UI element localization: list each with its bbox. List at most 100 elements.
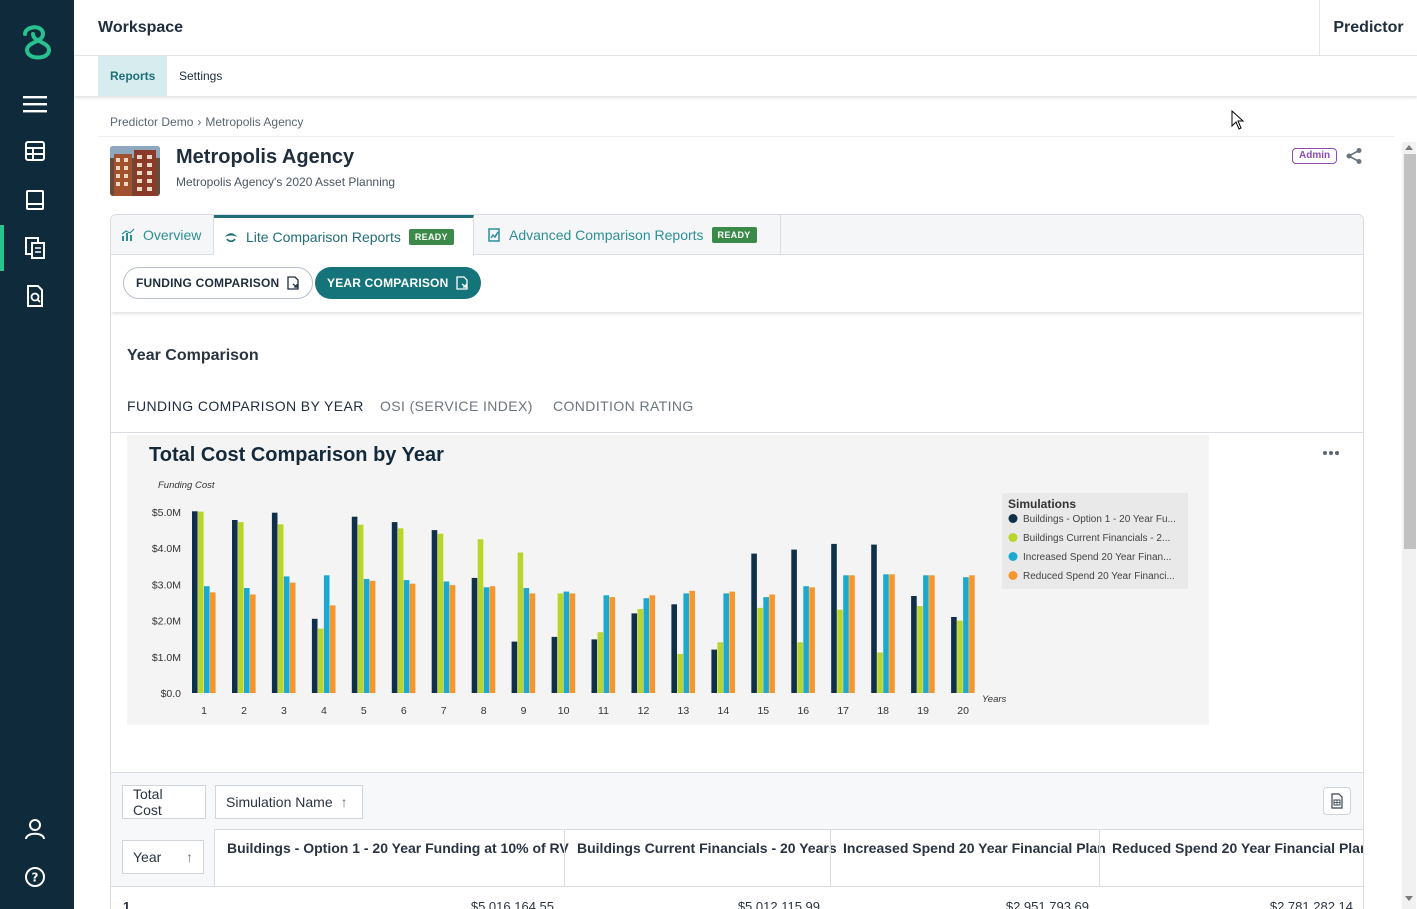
- bar-3: [763, 597, 769, 693]
- bar-2: [357, 524, 364, 693]
- subtab-osi[interactable]: OSI (SERVICE INDEX): [380, 398, 533, 414]
- report-type-bar: FUNDING COMPARISON YEAR COMPARISON: [111, 255, 1363, 312]
- database-icon[interactable]: [22, 138, 48, 164]
- menu-icon[interactable]: [22, 91, 48, 117]
- table-row[interactable]: 1 $5,016,164.55 $5,012,115.99 $2,951,793…: [111, 886, 1363, 909]
- scroll-thumb[interactable]: [1404, 154, 1416, 549]
- agency-thumbnail: [110, 146, 160, 196]
- report-search-icon[interactable]: [22, 283, 48, 309]
- x-tick-label: 20: [957, 705, 969, 717]
- tab-overview[interactable]: Overview: [111, 215, 214, 255]
- x-tick-label: 14: [718, 705, 730, 717]
- bar-1: [232, 520, 238, 693]
- y-tick-label: $1.0M: [152, 652, 181, 664]
- x-tick-label: 17: [837, 705, 849, 717]
- bar-3: [643, 598, 650, 693]
- bar-2: [437, 533, 444, 693]
- excel-export-button[interactable]: [1323, 787, 1351, 815]
- section-title: Year Comparison: [127, 347, 259, 364]
- svg-text:?: ?: [32, 871, 39, 885]
- top-header: Workspace Predictor: [74, 0, 1417, 56]
- bar-2: [597, 632, 604, 693]
- bar-4: [649, 595, 656, 693]
- legend-marker: [1008, 571, 1018, 580]
- excel-export-icon: [1331, 793, 1343, 809]
- logo-icon[interactable]: [19, 22, 55, 62]
- sub-navigation: Reports Settings: [74, 56, 1417, 96]
- legend-entry: Buildings - Option 1 - 20 Year Fu...: [1023, 514, 1176, 525]
- bar-4: [329, 605, 336, 693]
- x-tick-label: 6: [401, 705, 407, 717]
- mouse-cursor: [1231, 110, 1245, 130]
- bar-3: [483, 587, 490, 693]
- bar-1: [471, 577, 478, 693]
- bar-4: [210, 592, 216, 693]
- bar-2: [477, 539, 484, 693]
- column-header[interactable]: Increased Spend 20 Year Financial Plan: [830, 830, 1106, 887]
- scroll-up-arrow[interactable]: [1405, 145, 1413, 150]
- legend-entry: Increased Spend 20 Year Finan...: [1023, 552, 1171, 563]
- reports-icon[interactable]: [22, 235, 48, 261]
- rail-active-indicator: [0, 225, 4, 271]
- bar-1: [911, 596, 917, 693]
- bar-3: [963, 577, 969, 693]
- book-icon[interactable]: [22, 187, 48, 213]
- bar-1: [671, 604, 677, 693]
- legend-marker: [1008, 533, 1018, 542]
- bar-4: [250, 594, 256, 693]
- more-icon[interactable]: [1321, 449, 1341, 457]
- simulation-name-chip[interactable]: Simulation Name ↑: [215, 785, 363, 819]
- status-badge-advanced: READY: [711, 227, 757, 243]
- column-header[interactable]: Buildings Current Financials - 20 Years: [564, 830, 837, 887]
- funding-comparison-button[interactable]: FUNDING COMPARISON: [123, 267, 314, 299]
- breadcrumb-root[interactable]: Predictor Demo: [110, 115, 194, 129]
- bar-2: [717, 642, 723, 693]
- bar-2: [757, 607, 763, 693]
- tab-lite-comparison[interactable]: Lite Comparison Reports READY: [214, 215, 474, 256]
- x-tick-label: 8: [481, 705, 487, 717]
- bar-4: [929, 575, 935, 693]
- bar-4: [529, 593, 536, 693]
- user-icon[interactable]: [22, 816, 48, 842]
- x-tick-label: 18: [877, 705, 889, 717]
- column-header[interactable]: Buildings - Option 1 - 20 Year Funding a…: [214, 830, 569, 887]
- share-icon[interactable]: [1345, 147, 1363, 165]
- legend-marker: [1008, 514, 1018, 523]
- data-table-area: Total Cost Simulation Name ↑ Year ↑ Buil…: [111, 772, 1363, 909]
- bar-1: [591, 639, 598, 693]
- subnav-reports-tab[interactable]: Reports: [98, 56, 168, 96]
- year-chip[interactable]: Year ↑: [122, 840, 204, 874]
- lite-report-icon: [225, 233, 237, 243]
- breadcrumb-current: Metropolis Agency: [205, 115, 304, 129]
- bar-1: [431, 530, 438, 693]
- subnav-settings-tab[interactable]: Settings: [179, 69, 223, 83]
- table-cell: $5,012,115.99: [737, 899, 820, 909]
- scroll-down-arrow[interactable]: [1405, 896, 1413, 901]
- legend-entry: Buildings Current Financials - 2...: [1023, 533, 1170, 544]
- x-tick-label: 2: [241, 705, 247, 717]
- bar-1: [551, 636, 558, 693]
- bar-3: [323, 575, 330, 693]
- bar-1: [351, 516, 358, 693]
- x-tick-label: 16: [797, 705, 809, 717]
- bar-4: [729, 591, 735, 693]
- page-scrollbar[interactable]: [1402, 142, 1416, 909]
- subtab-funding-by-year[interactable]: FUNDING COMPARISON BY YEAR: [127, 398, 364, 414]
- bar-3: [603, 595, 610, 693]
- app-name[interactable]: Predictor: [1319, 0, 1417, 56]
- breadcrumb: Predictor Demo › Metropolis Agency: [110, 115, 303, 129]
- bar-1: [311, 618, 318, 693]
- tab-lite-label: Lite Comparison Reports: [246, 229, 401, 245]
- column-header[interactable]: Reduced Spend 20 Year Financial Plan: [1099, 830, 1363, 887]
- bar-2: [917, 606, 923, 693]
- simulation-name-chip-label: Simulation Name: [226, 794, 333, 810]
- bar-2: [677, 653, 683, 693]
- total-cost-chip[interactable]: Total Cost: [122, 785, 206, 819]
- tab-advanced-comparison[interactable]: Advanced Comparison Reports READY: [474, 215, 781, 255]
- bar-1: [831, 543, 837, 693]
- year-comparison-button[interactable]: YEAR COMPARISON: [315, 267, 482, 299]
- help-icon[interactable]: ?: [22, 864, 48, 890]
- legend-title: Simulations: [1008, 497, 1076, 511]
- subtab-condition-rating[interactable]: CONDITION RATING: [553, 398, 694, 414]
